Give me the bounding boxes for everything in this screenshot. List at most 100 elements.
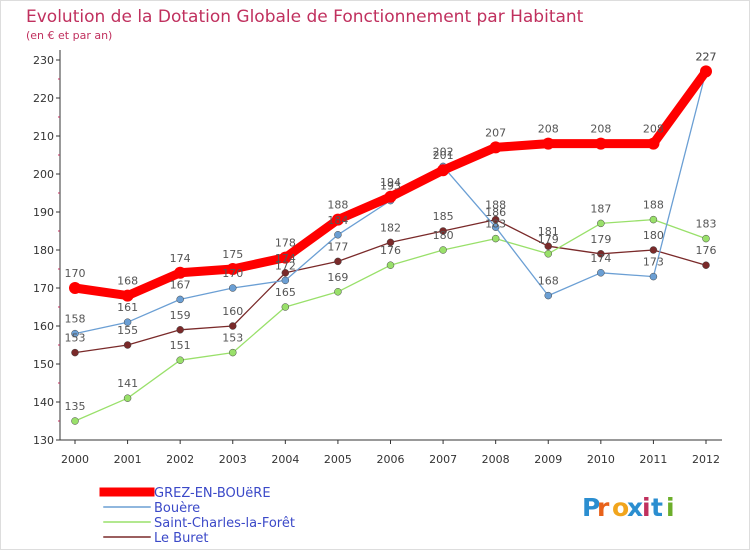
data-point bbox=[71, 417, 79, 425]
data-label: 188 bbox=[485, 199, 506, 212]
data-point bbox=[121, 289, 134, 302]
data-label: 183 bbox=[696, 218, 717, 231]
data-point bbox=[489, 141, 502, 154]
data-point bbox=[700, 65, 712, 78]
y-tick-label: 130 bbox=[33, 434, 54, 447]
x-tick-label: 2008 bbox=[482, 453, 510, 466]
data-point bbox=[544, 250, 552, 258]
data-label: 186 bbox=[485, 206, 506, 219]
logo-letter: r bbox=[597, 493, 610, 522]
data-label: 159 bbox=[170, 309, 191, 322]
data-point bbox=[647, 137, 660, 150]
proxiti-logo: Pr oxi t i bbox=[582, 493, 675, 522]
data-point bbox=[439, 246, 447, 254]
data-label: 202 bbox=[433, 145, 454, 158]
data-label: 193 bbox=[380, 180, 401, 193]
y-tick-label: 140 bbox=[33, 396, 54, 409]
data-label: 178 bbox=[275, 237, 296, 250]
data-point bbox=[702, 234, 710, 243]
data-label: 158 bbox=[65, 313, 86, 326]
y-tick-label: 230 bbox=[33, 54, 54, 67]
data-point bbox=[649, 246, 658, 254]
data-point bbox=[437, 164, 450, 177]
data-point bbox=[334, 257, 342, 266]
data-point bbox=[229, 284, 237, 292]
plot-area: 130 140 150 160 170 180 190 200 210 220 230 2000 200… bbox=[33, 50, 722, 466]
data-point bbox=[491, 234, 500, 243]
data-label: 183 bbox=[485, 218, 506, 231]
data-point bbox=[386, 261, 395, 269]
data-point bbox=[649, 272, 658, 281]
data-point bbox=[334, 288, 342, 296]
data-point bbox=[649, 215, 658, 224]
data-point bbox=[71, 329, 79, 338]
logo-letter: i bbox=[666, 493, 675, 522]
x-tick-label: 2009 bbox=[534, 453, 562, 466]
data-point bbox=[542, 137, 555, 150]
data-point bbox=[123, 394, 132, 402]
data-label: 208 bbox=[538, 123, 559, 136]
data-point bbox=[281, 303, 290, 311]
data-label: 188 bbox=[643, 199, 664, 212]
data-label: 181 bbox=[538, 225, 559, 238]
series-3 bbox=[71, 215, 710, 357]
data-point bbox=[384, 190, 397, 203]
data-label: 182 bbox=[380, 221, 401, 234]
data-point bbox=[594, 137, 607, 150]
data-point bbox=[176, 295, 184, 304]
y-tick-label: 210 bbox=[33, 130, 54, 143]
data-point bbox=[71, 348, 79, 357]
data-label: 179 bbox=[538, 233, 559, 246]
data-label: 172 bbox=[275, 259, 296, 272]
legend-label: GREZ-EN-BOUëRE bbox=[154, 486, 271, 501]
data-point bbox=[386, 238, 395, 247]
data-point bbox=[439, 227, 447, 235]
x-tick-label: 2000 bbox=[61, 453, 89, 466]
data-point bbox=[123, 341, 132, 349]
x-tick-label: 2010 bbox=[587, 453, 615, 466]
data-label: 153 bbox=[222, 332, 243, 345]
data-label: 151 bbox=[170, 339, 191, 352]
data-label: 141 bbox=[117, 377, 138, 390]
data-point bbox=[597, 250, 605, 258]
logo-letter: o bbox=[612, 493, 629, 522]
data-point bbox=[279, 251, 292, 264]
x-tick-label: 2005 bbox=[324, 453, 352, 466]
x-tick-label: 2001 bbox=[114, 453, 142, 466]
x-tick-label: 2007 bbox=[429, 453, 457, 466]
data-point bbox=[491, 215, 500, 224]
data-point bbox=[544, 242, 552, 250]
data-point bbox=[334, 231, 342, 239]
x-tick-label: 2002 bbox=[166, 453, 194, 466]
data-label: 188 bbox=[327, 199, 348, 212]
data-label: 170 bbox=[65, 267, 86, 280]
data-point bbox=[544, 291, 552, 300]
data-label: 175 bbox=[222, 248, 243, 261]
data-label: 161 bbox=[117, 301, 138, 314]
legend-label: Saint-Charles-la-Forêt bbox=[154, 516, 295, 531]
data-label: 174 bbox=[590, 252, 611, 265]
data-point bbox=[226, 263, 239, 275]
data-label: 201 bbox=[433, 149, 454, 162]
data-point bbox=[174, 266, 187, 279]
data-label: 185 bbox=[433, 210, 454, 223]
data-label: 165 bbox=[275, 286, 296, 299]
data-point bbox=[597, 269, 605, 277]
data-label: 155 bbox=[117, 324, 138, 337]
data-point bbox=[281, 276, 290, 285]
data-label: 176 bbox=[696, 244, 717, 257]
legend-label: Le Buret bbox=[154, 531, 208, 546]
data-label: 168 bbox=[538, 275, 559, 288]
data-point bbox=[123, 318, 132, 326]
data-label: 184 bbox=[327, 214, 348, 227]
data-label: 135 bbox=[65, 400, 86, 413]
chart-title: Evolution de la Dotation Globale de Fonc… bbox=[26, 7, 584, 27]
logo-letter: P bbox=[582, 493, 600, 522]
data-label: 227 bbox=[696, 50, 717, 63]
chart-subtitle: (en € et par an) bbox=[26, 29, 112, 42]
data-label: 227 bbox=[696, 50, 717, 63]
data-label: 170 bbox=[222, 267, 243, 280]
data-label: 180 bbox=[433, 229, 454, 242]
